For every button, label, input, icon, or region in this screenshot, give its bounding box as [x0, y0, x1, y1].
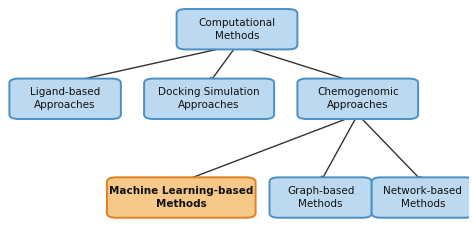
FancyBboxPatch shape	[9, 79, 121, 119]
FancyBboxPatch shape	[270, 177, 372, 218]
FancyBboxPatch shape	[177, 9, 297, 49]
Text: Computational
Methods: Computational Methods	[199, 18, 275, 41]
Text: Graph-based
Methods: Graph-based Methods	[287, 186, 354, 209]
Text: Docking Simulation
Approaches: Docking Simulation Approaches	[158, 87, 260, 110]
FancyBboxPatch shape	[297, 79, 418, 119]
Text: Network-based
Methods: Network-based Methods	[383, 186, 462, 209]
FancyBboxPatch shape	[107, 177, 255, 218]
Text: Ligand-based
Approaches: Ligand-based Approaches	[30, 87, 100, 110]
FancyBboxPatch shape	[144, 79, 274, 119]
FancyBboxPatch shape	[372, 177, 474, 218]
Text: Chemogenomic
Approaches: Chemogenomic Approaches	[317, 87, 399, 110]
Text: Machine Learning-based
Methods: Machine Learning-based Methods	[109, 186, 254, 209]
